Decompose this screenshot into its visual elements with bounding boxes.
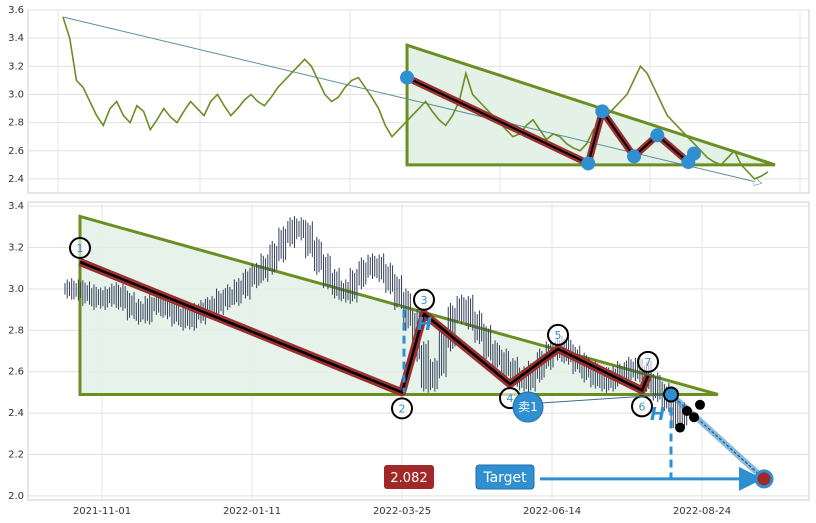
top-y-tick: 3.2 [8,61,24,72]
bottom-x-tick: 2021-11-01 [73,506,131,517]
height-label-right: H [650,404,665,425]
top-pattern-dot [581,156,596,171]
pattern-point-circle [391,397,413,420]
top-y-tick: 3.4 [8,33,24,44]
pattern-point-label: 6 [639,400,646,413]
bottom-panel: 2.0 2.2 2.4 2.6 2.8 3.0 3.2 3.4 2021-11-01 2022-… [8,201,810,517]
bottom-y-tick: 3.4 [8,201,24,212]
top-y-tick: 2.4 [8,174,24,185]
pattern-point-circle [413,288,435,311]
pattern-point-label: 5 [555,329,562,342]
bottom-x-tick-labels: 2021-11-01 2022-01-11 2022-03-25 2022-06-14… [73,506,731,517]
top-y-tick: 2.6 [8,146,24,157]
top-y-tick: 3.0 [8,89,24,100]
target-price-label: 2.082 [390,471,427,486]
bottom-y-tick: 2.4 [8,408,24,419]
bottom-x-tick: 2022-08-24 [673,506,731,517]
sell-marker: 卖1 [512,391,544,423]
bottom-y-tick: 3.0 [8,284,24,295]
pattern-point-circle [69,237,91,260]
recent-bar-dot [695,399,705,410]
top-pattern-dot [686,146,701,161]
candles [64,216,688,428]
recent-bar-dot [675,422,685,433]
top-pattern-dot [595,104,610,119]
pattern-point-markers: 1 2 3 4 5 6 7 [69,237,659,420]
pattern-point-label: 4 [507,392,514,405]
pattern-point-label: 7 [645,356,652,369]
bottom-y-tick: 2.2 [8,449,24,460]
pattern-point-label: 3 [421,294,428,307]
top-trend-arrow [62,16,761,183]
recent-bar-dot [682,406,692,417]
top-y-tick: 2.8 [8,118,24,129]
bottom-pattern-inner [79,260,650,394]
pattern-point-circle [637,350,659,373]
annotations [402,309,774,491]
pattern-point-circle [547,323,569,346]
target-point [754,469,774,489]
breakout-marker [663,386,679,403]
target-label: Target [482,470,527,486]
pattern-point-label: 2 [399,402,406,415]
target-box: Target [475,464,535,490]
top-panel: 2.4 2.6 2.8 3.0 3.2 3.4 3.6 [8,5,810,194]
top-pattern-dot [400,70,415,85]
target-price-box: 2.082 [384,465,434,489]
top-pattern-dot [627,149,642,164]
bottom-x-tick: 2022-03-25 [373,506,431,517]
bottom-x-tick: 2022-06-14 [523,506,581,517]
bottom-y-tick: 3.2 [8,243,24,254]
sell-label: 卖1 [518,400,538,414]
height-label-left: H [417,314,432,335]
bottom-x-tick: 2022-01-11 [223,506,281,517]
top-y-tick-labels: 2.4 2.6 2.8 3.0 3.2 3.4 3.6 [8,5,24,185]
bottom-y-tick: 2.8 [8,325,24,336]
bottom-y-tick: 2.6 [8,367,24,378]
pattern-point-label: 1 [77,242,84,255]
sell-leader-line [540,393,672,404]
top-y-tick: 3.6 [8,5,24,16]
top-price-line [62,16,769,180]
top-grid [28,9,809,193]
bottom-y-tick-labels: 2.0 2.2 2.4 2.6 2.8 3.0 3.2 3.4 [8,201,24,502]
recent-bar-dot [689,412,699,423]
top-pattern-dots [400,70,701,171]
top-pattern-dot [650,128,665,143]
bottom-y-tick: 2.0 [8,491,24,502]
